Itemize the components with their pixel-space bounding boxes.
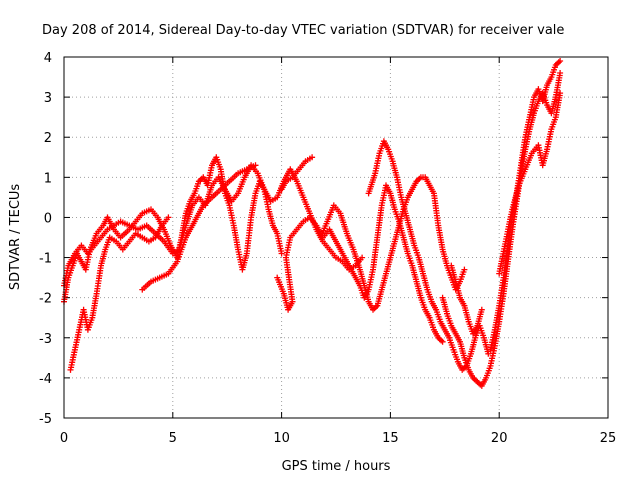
series-track-8 — [365, 138, 492, 373]
plot-frame — [63, 56, 609, 419]
y-tick-label: -5 — [39, 412, 52, 427]
y-tick-label: -1 — [39, 252, 52, 267]
series-track-3 — [67, 214, 172, 373]
series-track-5 — [274, 182, 446, 345]
data-point — [359, 254, 366, 261]
y-tick-label: 1 — [44, 171, 52, 186]
data-point — [557, 70, 564, 76]
y-tick-label: 0 — [44, 211, 52, 226]
series-track-4 — [139, 162, 259, 293]
data-point — [278, 250, 285, 257]
x-tick-label: 15 — [382, 431, 399, 446]
y-tick-labels: -5 -4 -3 -2 -1 0 1 2 3 4 — [39, 51, 52, 427]
series-track-6 — [278, 154, 316, 193]
data-point — [309, 154, 316, 161]
data-point — [439, 338, 446, 345]
y-axis-label: SDTVAR / TECUs — [8, 184, 23, 291]
series-track-12 — [448, 262, 485, 337]
y-tick-label: 2 — [44, 131, 52, 146]
data-points — [61, 58, 564, 389]
y-tick-label: 3 — [44, 91, 52, 106]
data-point — [557, 58, 564, 64]
series-track-11 — [496, 90, 564, 277]
data-point — [557, 90, 564, 97]
data-point — [165, 214, 172, 221]
x-tick-label: 20 — [491, 431, 508, 446]
y-tick-label: 4 — [44, 51, 52, 66]
y-tick-label: -3 — [39, 332, 52, 347]
x-tick-label: 10 — [273, 431, 290, 446]
data-point — [252, 162, 259, 169]
x-axis-label: GPS time / hours — [282, 459, 391, 474]
x-tick-label: 5 — [169, 431, 177, 446]
y-tick-label: -4 — [39, 372, 52, 387]
y-tick-label: -2 — [39, 292, 52, 307]
x-tick-label: 0 — [60, 431, 68, 446]
x-tick-label: 25 — [600, 431, 617, 446]
data-point — [461, 266, 468, 273]
grid-lines — [64, 57, 608, 418]
data-point — [478, 306, 485, 313]
chart-title: Day 208 of 2014, Sidereal Day-to-day VTE… — [42, 23, 564, 38]
x-tick-labels: 0 5 10 15 20 25 — [60, 431, 616, 446]
